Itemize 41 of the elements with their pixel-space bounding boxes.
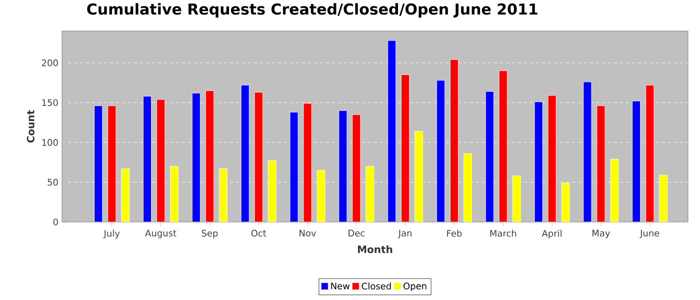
bar (143, 96, 152, 222)
bar (659, 174, 668, 222)
y-tick-label: 200 (42, 59, 58, 66)
x-axis-title: Month (358, 245, 392, 254)
x-tick-label: Nov (300, 230, 316, 236)
bar (240, 84, 250, 222)
x-tick-label: August (145, 230, 176, 238)
bar (170, 166, 178, 222)
bar (366, 166, 374, 222)
bar (414, 131, 424, 222)
chart-title: Cumulative Requests Created/Closed/Open June 2011 (87, 3, 538, 18)
y-axis-title: Count (26, 110, 34, 143)
x-tick-label: Oct (251, 230, 266, 237)
legend-label: Closed (362, 282, 391, 290)
y-tick-label: 100 (42, 139, 58, 146)
bar (268, 160, 276, 222)
bar (436, 80, 445, 222)
bar (632, 100, 641, 222)
y-tick-label: 0 (53, 218, 58, 226)
y-tick-label: 150 (42, 99, 58, 106)
bar (219, 168, 228, 222)
bar (338, 110, 348, 222)
x-tick-label: Feb (447, 230, 462, 237)
x-tick-label: March (490, 230, 516, 237)
bar (388, 40, 396, 222)
bar (121, 168, 130, 222)
x-tick-label: April (542, 230, 562, 239)
bar (485, 91, 494, 222)
bar (464, 153, 472, 222)
x-tick-label: Dec (348, 230, 365, 236)
x-tick-label: June (640, 230, 660, 238)
x-tick-label: Jan (398, 230, 412, 238)
legend-label: New (331, 282, 350, 290)
legend-label: Open (404, 282, 426, 292)
x-tick-label: May (592, 230, 610, 238)
y-tick-label: 50 (48, 178, 58, 186)
bar (192, 92, 200, 222)
x-tick-label: July (103, 230, 120, 239)
x-tick-label: Sep (202, 230, 218, 238)
bar (512, 176, 521, 222)
bar (94, 106, 103, 222)
